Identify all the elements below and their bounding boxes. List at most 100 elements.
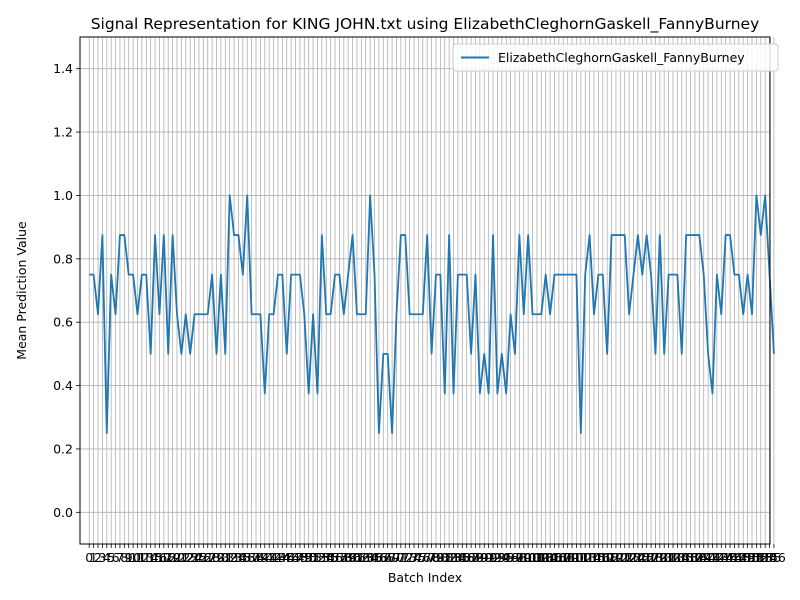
x-tick-label: 72 <box>397 550 413 565</box>
x-tick-label: 42 <box>266 550 282 565</box>
x-tick-label: 142 <box>701 550 725 565</box>
x-tick-label: 116 <box>586 550 610 565</box>
x-tick-label: 97 <box>507 550 523 565</box>
x-tick-label: 155 <box>758 550 782 565</box>
x-tick-label: 48 <box>292 550 308 565</box>
x-tick-label: 86 <box>459 550 475 565</box>
x-tick-label: 101 <box>521 550 545 565</box>
x-tick-label: 51 <box>305 550 321 565</box>
x-tick-label: 106 <box>543 550 567 565</box>
x-tick-label: 19 <box>165 550 181 565</box>
x-tick-label: 114 <box>578 550 602 565</box>
x-tick-label: 67 <box>375 550 391 565</box>
y-tick-label: 1.4 <box>53 61 73 76</box>
x-tick-label: 77 <box>419 550 435 565</box>
x-tick-label: 39 <box>252 550 268 565</box>
x-tick-label: 73 <box>402 550 418 565</box>
legend-label: ElizabethCleghornGaskell_FannyBurney <box>498 50 745 65</box>
x-tick-label: 152 <box>744 550 768 565</box>
y-tick-label: 0.6 <box>53 315 73 330</box>
x-tick-label: 144 <box>709 550 733 565</box>
x-tick-label: 53 <box>314 550 330 565</box>
x-tick-label: 141 <box>696 550 720 565</box>
x-tick-label: 18 <box>160 550 176 565</box>
y-axis: 0.0 0.2 0.4 0.6 0.8 1.0 1.2 1.4 <box>53 61 80 520</box>
y-tick-label: 0.4 <box>53 378 73 393</box>
x-tick-label: 27 <box>200 550 216 565</box>
x-tick-label: 99 <box>516 550 532 565</box>
x-tick-label: 8 <box>120 550 128 565</box>
x-tick-label: 98 <box>511 550 527 565</box>
x-tick-label: 57 <box>331 550 347 565</box>
x-tick-label: 82 <box>441 550 457 565</box>
x-tick-label: 76 <box>415 550 431 565</box>
x-tick-label: 123 <box>617 550 641 565</box>
x-tick-label: 30 <box>213 550 229 565</box>
x-tick-label: 15 <box>147 550 163 565</box>
chart-title: Signal Representation for KING JOHN.txt … <box>91 15 760 34</box>
x-tick-label: 112 <box>569 550 593 565</box>
x-tick-label: 104 <box>534 550 558 565</box>
x-tick-label: 129 <box>644 550 668 565</box>
legend-box <box>452 43 779 72</box>
x-tick-label: 140 <box>692 550 716 565</box>
x-tick-label: 113 <box>573 550 597 565</box>
x-tick-label: 85 <box>454 550 470 565</box>
x-tick-label: 31 <box>217 550 233 565</box>
x-tick-label: 0 <box>85 550 93 565</box>
x-tick-label: 54 <box>318 550 334 565</box>
x-tick-label: 109 <box>556 550 580 565</box>
x-tick-label: 143 <box>705 550 729 565</box>
x-tick-label: 80 <box>432 550 448 565</box>
legend: ElizabethCleghornGaskell_FannyBurney <box>452 43 779 72</box>
y-axis-label: Mean Prediction Value <box>14 221 29 360</box>
y-tick-label: 0.0 <box>53 505 73 520</box>
x-tick-label: 145 <box>714 550 738 565</box>
x-tick-label: 22 <box>178 550 194 565</box>
x-tick-label: 102 <box>525 550 549 565</box>
x-tick-label: 34 <box>231 550 247 565</box>
x-tick-label: 20 <box>169 550 185 565</box>
x-tick-label: 124 <box>622 550 646 565</box>
x-tick-label: 17 <box>156 550 172 565</box>
x-tick-label: 133 <box>661 550 685 565</box>
x-tick-label: 131 <box>652 550 676 565</box>
x-tick-label: 87 <box>463 550 479 565</box>
x-tick-label: 149 <box>731 550 755 565</box>
x-tick-label: 23 <box>182 550 198 565</box>
x-tick-label: 58 <box>336 550 352 565</box>
x-tick-label: 84 <box>450 550 466 565</box>
x-tick-label: 9 <box>125 550 133 565</box>
x-tick-label: 10 <box>125 550 141 565</box>
x-tick-label: 120 <box>604 550 628 565</box>
x-tick-label: 95 <box>498 550 514 565</box>
x-tick-label: 61 <box>349 550 365 565</box>
x-tick-label: 75 <box>410 550 426 565</box>
x-tick-label: 136 <box>674 550 698 565</box>
x-tick-label: 90 <box>476 550 492 565</box>
x-tick-label: 107 <box>547 550 571 565</box>
x-tick-label: 59 <box>340 550 356 565</box>
x-tick-label: 125 <box>626 550 650 565</box>
x-tick-label: 147 <box>723 550 747 565</box>
x-tick-label: 153 <box>749 550 773 565</box>
x-tick-label: 36 <box>239 550 255 565</box>
x-tick-label: 151 <box>740 550 764 565</box>
plot-frame <box>79 36 771 545</box>
x-tick-label: 60 <box>345 550 361 565</box>
x-tick-label: 24 <box>187 550 203 565</box>
x-tick-label: 21 <box>173 550 189 565</box>
series-line <box>89 194 775 434</box>
x-tick-label: 119 <box>600 550 624 565</box>
x-tick-label: 33 <box>226 550 242 565</box>
x-tick-label: 50 <box>301 550 317 565</box>
x-tick-label: 52 <box>310 550 326 565</box>
x-tick-label: 71 <box>393 550 409 565</box>
x-tick-label: 135 <box>670 550 694 565</box>
x-tick-label: 100 <box>516 550 540 565</box>
x-tick-label: 55 <box>323 550 339 565</box>
x-tick-label: 29 <box>209 550 225 565</box>
x-tick-label: 121 <box>608 550 632 565</box>
y-tick-label: 0.8 <box>53 251 73 266</box>
